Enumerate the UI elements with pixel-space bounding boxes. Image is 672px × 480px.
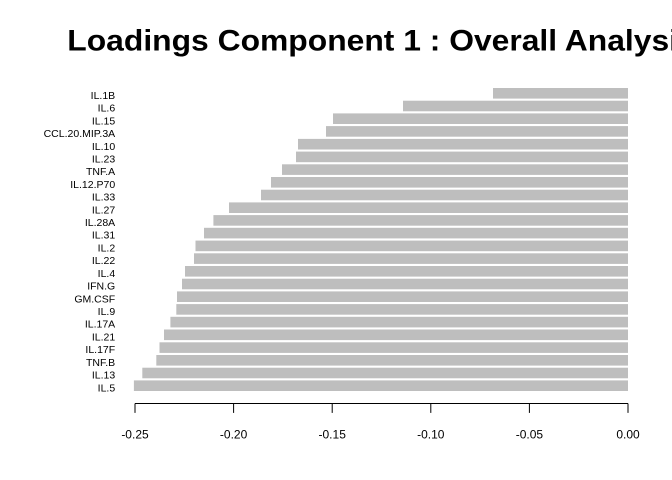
svg-text:IL.17F: IL.17F — [85, 344, 115, 356]
svg-text:IL.28A: IL.28A — [85, 217, 115, 229]
svg-text:-0.05: -0.05 — [516, 428, 544, 442]
svg-text:IL.4: IL.4 — [98, 268, 116, 280]
svg-text:IL.13: IL.13 — [92, 370, 116, 382]
svg-text:IL.33: IL.33 — [92, 192, 116, 204]
svg-text:IFN.G: IFN.G — [87, 281, 115, 293]
svg-text:IL.15: IL.15 — [92, 115, 116, 127]
svg-text:IL.31: IL.31 — [92, 230, 116, 242]
svg-text:IL.17A: IL.17A — [85, 319, 115, 331]
svg-text:IL.22: IL.22 — [92, 255, 116, 267]
svg-text:IL.23: IL.23 — [92, 154, 116, 166]
svg-text:-0.10: -0.10 — [417, 428, 445, 442]
svg-text:IL.9: IL.9 — [98, 306, 116, 318]
svg-text:IL.2: IL.2 — [98, 243, 116, 255]
svg-text:IL.6: IL.6 — [98, 103, 116, 115]
svg-text:-0.15: -0.15 — [319, 428, 347, 442]
svg-text:IL.1B: IL.1B — [91, 90, 116, 102]
svg-text:IL.10: IL.10 — [92, 141, 116, 153]
svg-text:TNF.B: TNF.B — [86, 357, 115, 369]
svg-text:IL.21: IL.21 — [92, 331, 116, 343]
svg-text:Loadings Component 1 : Overall: Loadings Component 1 : Overall Analysis — [67, 25, 672, 58]
svg-text:IL.12.P70: IL.12.P70 — [70, 179, 115, 191]
svg-text:-0.20: -0.20 — [220, 428, 248, 442]
svg-text:CCL.20.MIP.3A: CCL.20.MIP.3A — [44, 128, 116, 140]
svg-text:0.00: 0.00 — [616, 428, 640, 442]
svg-text:IL.27: IL.27 — [92, 204, 116, 216]
svg-text:TNF.A: TNF.A — [86, 166, 115, 178]
svg-text:-0.25: -0.25 — [121, 428, 149, 442]
svg-text:IL.5: IL.5 — [98, 382, 116, 394]
svg-text:GM.CSF: GM.CSF — [74, 293, 115, 305]
